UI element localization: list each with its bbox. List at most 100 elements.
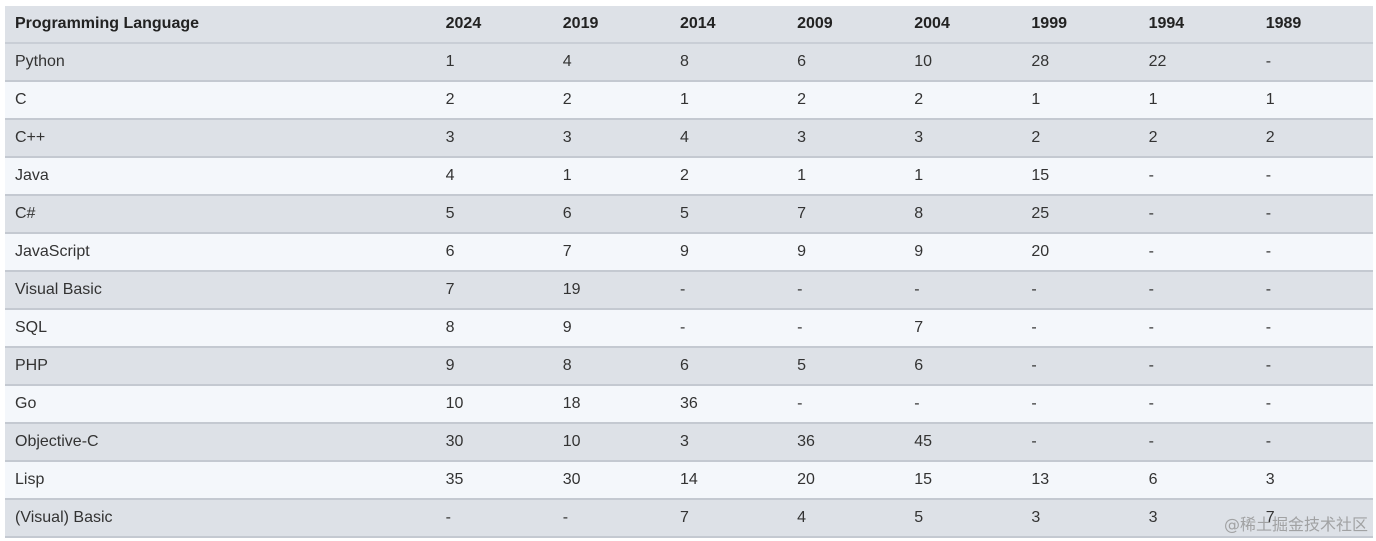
rank-cell: 1 bbox=[669, 81, 788, 120]
rank-cell: 5 bbox=[787, 347, 905, 386]
column-header-year: 2004 bbox=[904, 6, 1022, 44]
rank-cell: - bbox=[1138, 385, 1256, 424]
table-row: Python 1 4 8 6 10 28 22- bbox=[5, 43, 1373, 82]
language-name-cell: Go bbox=[5, 385, 436, 424]
table-body: Python 1 4 8 6 10 28 22- C 2 2 1 2 2 1 1 1 C++ 3 3 4 3 3 2 2 2 Jav… bbox=[5, 43, 1373, 538]
rank-cell: 25 bbox=[1021, 195, 1139, 234]
language-name-cell: PHP bbox=[5, 347, 436, 386]
table-row: Java 4 1 2 1 1 15- - bbox=[5, 157, 1373, 196]
rank-cell: 6 bbox=[904, 347, 1022, 386]
rank-cell: - bbox=[787, 385, 905, 424]
rank-cell: 4 bbox=[787, 499, 905, 538]
column-header-year: 2019 bbox=[552, 6, 670, 44]
rank-cell: 1 bbox=[1021, 81, 1139, 120]
rank-cell: - bbox=[904, 271, 1022, 310]
rank-cell: 9 bbox=[435, 347, 553, 386]
rank-cell: 2 bbox=[1255, 119, 1373, 158]
rank-cell: 6 bbox=[552, 195, 670, 234]
table-row: Lisp 35 30 14 20 15 13 6 3 bbox=[5, 461, 1373, 500]
rank-cell: 5 bbox=[435, 195, 553, 234]
rank-cell: - bbox=[1138, 423, 1256, 462]
language-name-cell: SQL bbox=[5, 309, 436, 348]
table-row: C++ 3 3 4 3 3 2 2 2 bbox=[5, 119, 1373, 158]
rank-cell: 7 bbox=[435, 271, 553, 310]
rank-cell: 22 bbox=[1138, 43, 1256, 82]
rank-cell: 3 bbox=[435, 119, 553, 158]
rank-cell: - bbox=[1255, 157, 1373, 196]
rank-cell: - bbox=[552, 499, 670, 538]
rank-cell: - bbox=[1255, 309, 1373, 348]
rank-cell: 7 bbox=[1255, 499, 1373, 538]
rank-cell: 3 bbox=[1138, 499, 1256, 538]
rank-cell: 18 bbox=[552, 385, 670, 424]
rank-cell: - bbox=[1138, 233, 1256, 272]
rank-cell: 36 bbox=[787, 423, 905, 462]
rank-cell: - bbox=[1138, 195, 1256, 234]
rank-cell: 3 bbox=[552, 119, 670, 158]
ranking-table: Programming Language 2024 2019 2014 2009 2004… bbox=[5, 6, 1373, 538]
rank-cell: 4 bbox=[669, 119, 788, 158]
rank-cell: 10 bbox=[552, 423, 670, 462]
rank-cell: 2 bbox=[904, 81, 1022, 120]
column-header-year: 1989 bbox=[1255, 6, 1373, 44]
language-name-cell: JavaScript bbox=[5, 233, 436, 272]
rank-cell: - bbox=[669, 309, 788, 348]
table-row: JavaScript 6 7 9 9 9 20- - bbox=[5, 233, 1373, 272]
rank-cell: - bbox=[669, 271, 788, 310]
rank-cell: 15 bbox=[904, 461, 1022, 500]
rank-cell: - bbox=[904, 385, 1022, 424]
language-name-cell: C++ bbox=[5, 119, 436, 158]
rank-cell: - bbox=[1138, 157, 1256, 196]
rank-cell: 8 bbox=[669, 43, 788, 82]
rank-cell: 4 bbox=[552, 43, 670, 82]
rank-cell: 6 bbox=[669, 347, 788, 386]
rank-cell: - bbox=[1021, 385, 1139, 424]
rank-cell: 8 bbox=[435, 309, 553, 348]
rank-cell: - bbox=[1138, 309, 1256, 348]
rank-cell: 20 bbox=[787, 461, 905, 500]
rank-cell: 13 bbox=[1021, 461, 1139, 500]
table-row: C# 5 6 5 7 8 25- - bbox=[5, 195, 1373, 234]
rank-cell: 3 bbox=[669, 423, 788, 462]
rank-cell: 4 bbox=[435, 157, 553, 196]
language-name-cell: Lisp bbox=[5, 461, 436, 500]
rank-cell: - bbox=[1255, 271, 1373, 310]
table-row: (Visual) Basic - -7 4 5 3 3 7 bbox=[5, 499, 1373, 538]
rank-cell: - bbox=[1021, 423, 1139, 462]
header-row: Programming Language 2024 2019 2014 2009 2004… bbox=[5, 6, 1373, 44]
watermark-text: @稀土掘金技术社区 bbox=[1223, 515, 1368, 534]
rank-cell: 9 bbox=[669, 233, 788, 272]
rank-cell: - bbox=[1021, 271, 1139, 310]
language-name-cell: C bbox=[5, 81, 436, 120]
rank-cell: 28 bbox=[1021, 43, 1139, 82]
rank-cell: 2 bbox=[552, 81, 670, 120]
rank-cell: 2 bbox=[1138, 119, 1256, 158]
rank-cell: 6 bbox=[787, 43, 905, 82]
language-name-cell: Java bbox=[5, 157, 436, 196]
rank-cell: 3 bbox=[904, 119, 1022, 158]
rank-cell: - bbox=[787, 309, 905, 348]
rank-cell: 1 bbox=[552, 157, 670, 196]
rank-cell: 19 bbox=[552, 271, 670, 310]
table-header: Programming Language 2024 2019 2014 2009 2004… bbox=[5, 6, 1373, 44]
table-row: SQL 8 9- -7- - - bbox=[5, 309, 1373, 348]
rank-cell: 1 bbox=[1138, 81, 1256, 120]
rank-cell: 1 bbox=[904, 157, 1022, 196]
rank-cell: 7 bbox=[787, 195, 905, 234]
language-name-cell: (Visual) Basic bbox=[5, 499, 436, 538]
rank-cell: 8 bbox=[904, 195, 1022, 234]
table-row: Go 10 18 36- - - - - bbox=[5, 385, 1373, 424]
rank-cell: 7 bbox=[904, 309, 1022, 348]
column-header-year: 2009 bbox=[787, 6, 905, 44]
language-name-cell: Visual Basic bbox=[5, 271, 436, 310]
rank-cell: 6 bbox=[1138, 461, 1256, 500]
language-name-cell: C# bbox=[5, 195, 436, 234]
table-row: PHP 9 8 6 5 6- - - bbox=[5, 347, 1373, 386]
rank-cell: 7 bbox=[669, 499, 788, 538]
rank-cell: 1 bbox=[787, 157, 905, 196]
rank-cell: 7 bbox=[552, 233, 670, 272]
rank-cell: - bbox=[787, 271, 905, 310]
rank-cell: 9 bbox=[552, 309, 670, 348]
rank-cell: 1 bbox=[1255, 81, 1373, 120]
rank-cell: 2 bbox=[435, 81, 553, 120]
